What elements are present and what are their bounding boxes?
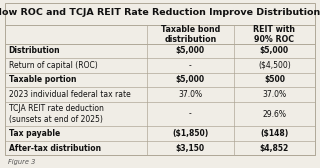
Text: After-tax distribution: After-tax distribution <box>9 144 101 153</box>
Text: 2023 individual federal tax rate: 2023 individual federal tax rate <box>9 90 130 99</box>
Text: Taxable bond
distribution: Taxable bond distribution <box>161 25 220 44</box>
Text: TCJA REIT rate deduction
(sunsets at end of 2025): TCJA REIT rate deduction (sunsets at end… <box>9 104 103 124</box>
Text: Return of capital (ROC): Return of capital (ROC) <box>9 61 97 70</box>
Text: REIT with
90% ROC: REIT with 90% ROC <box>253 25 295 44</box>
Text: ($1,850): ($1,850) <box>172 129 209 138</box>
Text: -: - <box>189 61 192 70</box>
Text: $5,000: $5,000 <box>260 46 289 55</box>
Text: -: - <box>189 110 192 119</box>
Text: Tax payable: Tax payable <box>9 129 60 138</box>
Text: Distribution: Distribution <box>9 46 60 55</box>
Text: Figure 3: Figure 3 <box>8 159 36 165</box>
Text: Taxable portion: Taxable portion <box>9 75 76 85</box>
Text: $5,000: $5,000 <box>176 75 205 85</box>
Text: 37.0%: 37.0% <box>178 90 203 99</box>
Text: $5,000: $5,000 <box>176 46 205 55</box>
Text: $4,852: $4,852 <box>260 144 289 153</box>
Text: How ROC and TCJA REIT Rate Reduction Improve Distributions: How ROC and TCJA REIT Rate Reduction Imp… <box>0 8 320 17</box>
Text: 37.0%: 37.0% <box>262 90 286 99</box>
Text: ($4,500): ($4,500) <box>258 61 291 70</box>
Text: $500: $500 <box>264 75 285 85</box>
Text: 29.6%: 29.6% <box>262 110 286 119</box>
Text: $3,150: $3,150 <box>176 144 205 153</box>
Text: ($148): ($148) <box>260 129 289 138</box>
